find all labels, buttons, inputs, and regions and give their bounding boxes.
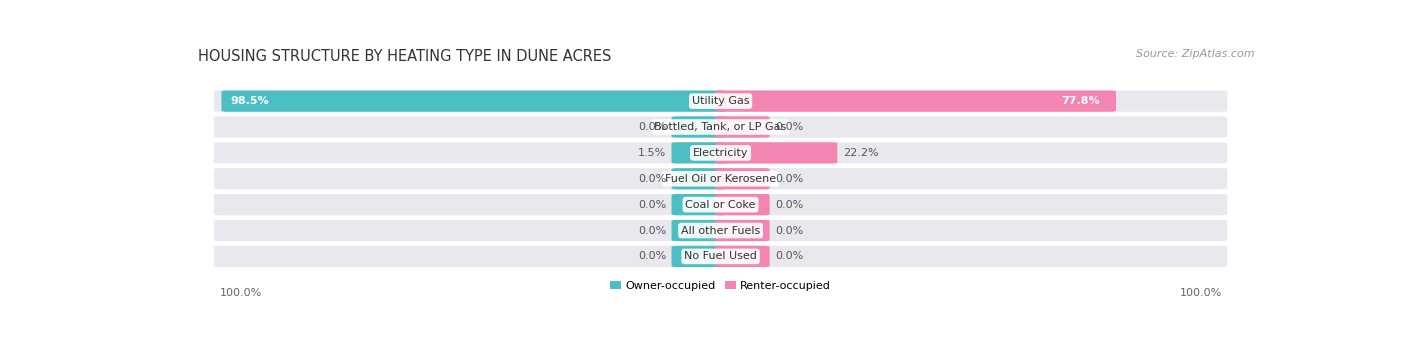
FancyBboxPatch shape	[716, 90, 1116, 112]
Text: 77.8%: 77.8%	[1062, 96, 1099, 106]
Text: 0.0%: 0.0%	[638, 225, 666, 236]
FancyBboxPatch shape	[672, 194, 725, 215]
Text: 0.0%: 0.0%	[775, 199, 803, 210]
FancyBboxPatch shape	[672, 142, 725, 164]
Text: 0.0%: 0.0%	[638, 174, 666, 184]
Text: 0.0%: 0.0%	[638, 251, 666, 262]
FancyBboxPatch shape	[221, 90, 725, 112]
Text: 22.2%: 22.2%	[842, 148, 879, 158]
Text: Source: ZipAtlas.com: Source: ZipAtlas.com	[1136, 49, 1254, 59]
FancyBboxPatch shape	[672, 220, 725, 241]
FancyBboxPatch shape	[716, 194, 769, 215]
Text: 0.0%: 0.0%	[638, 122, 666, 132]
Text: No Fuel Used: No Fuel Used	[685, 251, 756, 262]
FancyBboxPatch shape	[716, 142, 838, 164]
Text: 0.0%: 0.0%	[775, 122, 803, 132]
FancyBboxPatch shape	[716, 116, 769, 138]
FancyBboxPatch shape	[214, 142, 1227, 164]
FancyBboxPatch shape	[214, 194, 1227, 215]
Text: 0.0%: 0.0%	[775, 251, 803, 262]
FancyBboxPatch shape	[716, 168, 769, 189]
FancyBboxPatch shape	[214, 220, 1227, 241]
Text: Coal or Coke: Coal or Coke	[685, 199, 756, 210]
Text: 0.0%: 0.0%	[638, 199, 666, 210]
FancyBboxPatch shape	[672, 168, 725, 189]
FancyBboxPatch shape	[672, 246, 725, 267]
Text: 98.5%: 98.5%	[231, 96, 269, 106]
Text: 0.0%: 0.0%	[775, 225, 803, 236]
Text: 100.0%: 100.0%	[219, 288, 262, 298]
Text: Electricity: Electricity	[693, 148, 748, 158]
Text: Utility Gas: Utility Gas	[692, 96, 749, 106]
Text: All other Fuels: All other Fuels	[681, 225, 761, 236]
FancyBboxPatch shape	[214, 246, 1227, 267]
Text: HOUSING STRUCTURE BY HEATING TYPE IN DUNE ACRES: HOUSING STRUCTURE BY HEATING TYPE IN DUN…	[197, 49, 612, 64]
Text: 100.0%: 100.0%	[1180, 288, 1222, 298]
Text: Fuel Oil or Kerosene: Fuel Oil or Kerosene	[665, 174, 776, 184]
Text: 0.0%: 0.0%	[775, 174, 803, 184]
FancyBboxPatch shape	[214, 90, 1227, 112]
FancyBboxPatch shape	[214, 168, 1227, 189]
FancyBboxPatch shape	[716, 220, 769, 241]
FancyBboxPatch shape	[672, 116, 725, 138]
FancyBboxPatch shape	[716, 246, 769, 267]
FancyBboxPatch shape	[214, 116, 1227, 138]
Legend: Owner-occupied, Renter-occupied: Owner-occupied, Renter-occupied	[606, 276, 835, 295]
Text: 1.5%: 1.5%	[638, 148, 666, 158]
Text: Bottled, Tank, or LP Gas: Bottled, Tank, or LP Gas	[654, 122, 787, 132]
